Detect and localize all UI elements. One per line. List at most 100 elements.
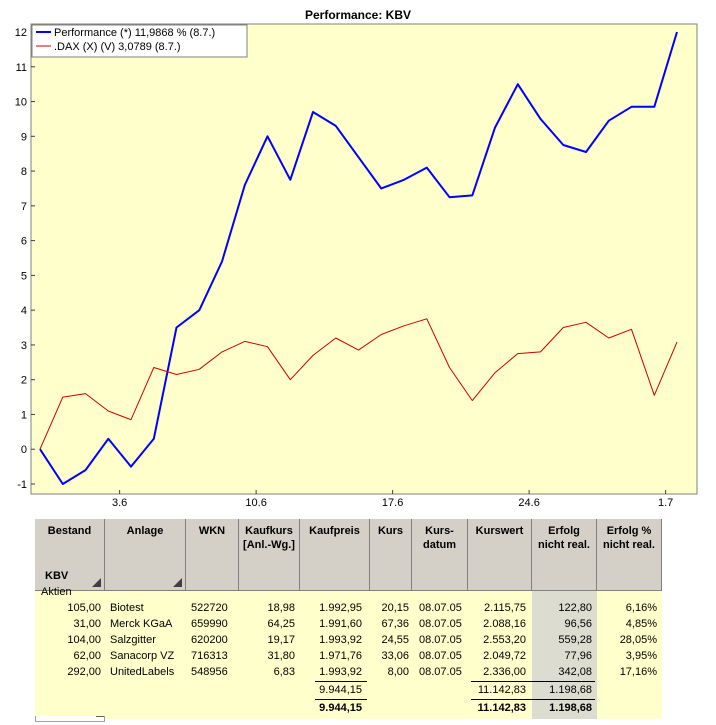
performance-chart: -101234567891011123.610.617.624.61.78.7P…: [15, 23, 698, 509]
y-tick-label: 0: [21, 444, 27, 456]
y-tick-label: 6: [21, 236, 27, 248]
subtotal-line-kaufpreis: [315, 681, 367, 682]
header-bestand[interactable]: Bestand: [35, 519, 105, 591]
cell-datum: 08.07.05: [419, 634, 462, 646]
cell-erfolg: 342,08: [558, 666, 592, 678]
cell-wkn: 716313: [191, 650, 228, 662]
sort-triangle-icon: [92, 578, 101, 587]
cell-anlage: Sanacorp VZ: [110, 650, 175, 662]
header-kaufkurs[interactable]: Kaufkurs [Anl.-Wg.]: [239, 519, 300, 591]
cell-kurs: 33,06: [381, 650, 409, 662]
cell-kaufpreis: 1.991,60: [319, 618, 362, 630]
legend-box: [31, 24, 248, 58]
subtotal-kurswert: 11.142,83: [477, 684, 526, 696]
total-kurswert: 11.142,83: [477, 702, 526, 714]
y-tick-label: 12: [15, 27, 27, 39]
cell-erfolg: 559,28: [558, 634, 592, 646]
cell-kaufkurs: 18,98: [267, 602, 295, 614]
y-tick-label: 10: [15, 97, 27, 109]
plot-area: [30, 23, 698, 495]
header-kaufkurs-label: Kaufkurs: [245, 525, 293, 537]
subtotal-kaufpreis: 9.944,15: [319, 684, 362, 696]
cell-kurswert: 2.088,16: [483, 618, 526, 630]
cell-erfolg: 96,56: [564, 618, 592, 630]
header-kaufpreis[interactable]: Kaufpreis: [300, 519, 370, 591]
header-erfolg-sub: nicht real.: [538, 539, 590, 551]
cell-anlage: Biotest: [110, 602, 144, 614]
header-wkn-label: WKN: [198, 525, 226, 537]
header-kaufkurs-sub: [Anl.-Wg.]: [243, 539, 295, 551]
cell-erfolg-pct: 17,16%: [619, 666, 657, 678]
cell-anlage: UnitedLabels: [110, 666, 175, 678]
cell-bestand: 62,00: [73, 650, 101, 662]
header-kurs-label: Kurs: [377, 525, 404, 537]
sort-triangle-icon: [173, 578, 182, 587]
cell-kaufpreis: 1.971,76: [319, 650, 362, 662]
x-tick-label: 17.6: [382, 497, 403, 509]
y-tick-label: 7: [21, 201, 27, 213]
cell-kurswert: 2.553,20: [483, 634, 526, 646]
cell-erfolg-pct: 6,16%: [625, 602, 657, 614]
cell-kaufkurs: 6,83: [273, 666, 295, 678]
header-erfolg-pct-label: Erfolg %: [606, 525, 652, 537]
header-erfolg-pct-sub: nicht real.: [603, 539, 655, 551]
cell-datum: 08.07.05: [419, 602, 462, 614]
scrollbar-end: [96, 716, 104, 717]
subgroup-label: Aktien: [41, 586, 72, 598]
cell-wkn: 659990: [191, 618, 228, 630]
subtotal-line-kurswert: [471, 681, 595, 682]
cell-wkn: 620200: [191, 634, 228, 646]
series-line-performance: [39, 31, 678, 485]
cell-datum: 08.07.05: [419, 666, 462, 678]
header-erfolg[interactable]: Erfolg nicht real.: [532, 519, 597, 591]
cell-erfolg-pct: 28,05%: [619, 634, 657, 646]
y-tick-label: 3: [21, 340, 27, 352]
x-tick-label: 24.6: [518, 497, 539, 509]
total-kaufpreis: 9.944,15: [319, 702, 362, 714]
header-kurswert[interactable]: Kurswert: [468, 519, 532, 591]
cell-kaufkurs: 31,80: [267, 650, 295, 662]
y-tick-label: 4: [21, 305, 27, 317]
header-erfolg-pct[interactable]: Erfolg % nicht real.: [597, 519, 662, 591]
cell-anlage: Salzgitter: [110, 634, 156, 646]
y-tick-label: 8: [21, 166, 27, 178]
chart-title: Performance: KBV: [304, 8, 412, 22]
header-kurs[interactable]: Kurs: [370, 519, 412, 591]
x-tick-label: 3.6: [112, 497, 127, 509]
header-wkn[interactable]: WKN: [186, 519, 239, 591]
y-tick-label: 1: [21, 409, 27, 421]
x-tick-label: 10.6: [245, 497, 266, 509]
header-kursdatum[interactable]: Kurs- datum: [412, 519, 468, 591]
cell-wkn: 522720: [191, 602, 228, 614]
cell-bestand: 31,00: [73, 618, 101, 630]
cell-bestand: 292,00: [67, 666, 101, 678]
cell-bestand: 105,00: [67, 602, 101, 614]
cell-kurs: 24,55: [381, 634, 409, 646]
header-kursdatum-label: Kurs-: [425, 525, 454, 537]
group-label: KBV: [45, 570, 69, 582]
header-anlage[interactable]: Anlage: [105, 519, 186, 591]
cell-kaufpreis: 1.993,92: [319, 634, 362, 646]
cell-wkn: 548956: [191, 666, 228, 678]
cell-kaufkurs: 64,25: [267, 618, 295, 630]
cell-kaufkurs: 19,17: [267, 634, 295, 646]
holdings-table: Bestand Anlage WKN Kaufkurs [Anl.-Wg.] K…: [35, 519, 662, 719]
cell-kurs: 8,00: [387, 666, 409, 678]
y-tick-label: 9: [21, 131, 27, 143]
total-line-kaufpreis: [315, 699, 367, 700]
y-tick-label: -1: [17, 479, 27, 491]
y-tick-label: 5: [21, 270, 27, 282]
cell-kurs: 20,15: [381, 602, 409, 614]
cell-anlage: Merck KGaA: [110, 618, 173, 630]
header-kursdatum-sub: datum: [423, 539, 456, 551]
legend-entry: .DAX (X) (V) 3,0789 (8.7.): [54, 41, 181, 53]
subtotal-erfolg: 1.198,68: [549, 684, 592, 696]
header-kurswert-label: Kurswert: [475, 525, 524, 537]
erfolg-column-shade: [532, 591, 597, 719]
total-erfolg: 1.198,68: [549, 702, 592, 714]
y-tick-label: 2: [21, 375, 27, 387]
total-line-kurswert: [471, 699, 595, 700]
header-erfolg-label: Erfolg: [548, 525, 580, 537]
horizontal-scrollbar[interactable]: [35, 716, 105, 722]
cell-datum: 08.07.05: [419, 650, 462, 662]
